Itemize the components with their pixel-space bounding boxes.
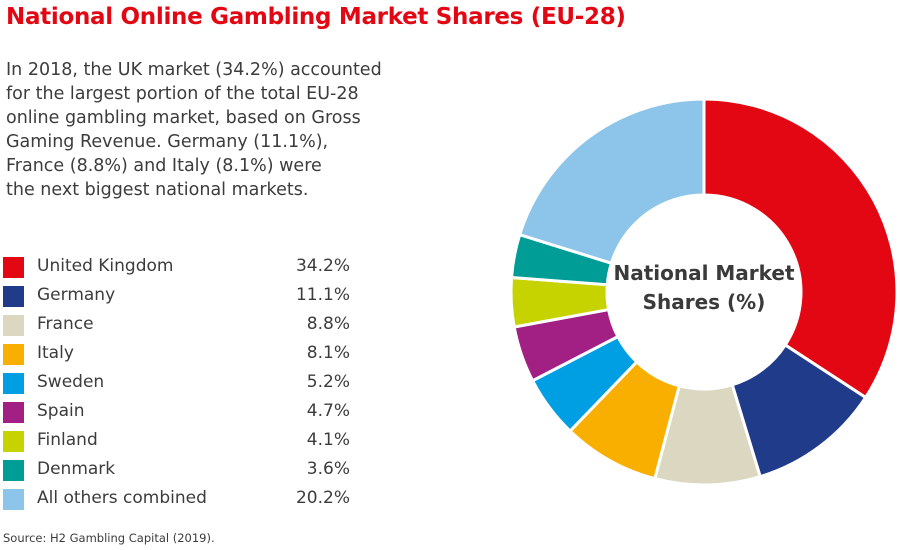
legend-value: 5.2% — [306, 372, 350, 392]
legend-label: Sweden — [37, 372, 105, 392]
chart-title: National Online Gambling Market Shares (… — [6, 4, 626, 30]
description-line: online gambling market, based on Gross — [6, 108, 361, 128]
legend-item: Finland 4.1% — [0, 428, 360, 457]
legend-value: 4.1% — [306, 430, 350, 450]
legend-swatch — [3, 402, 24, 423]
legend-swatch — [3, 344, 24, 365]
chart-legend: United Kingdom 34.2% Germany 11.1% France 8.8… — [0, 254, 360, 515]
legend-label: Spain — [37, 401, 85, 421]
description-line: Gaming Revenue. Germany (11.1%), — [6, 132, 329, 152]
legend-swatch — [3, 373, 24, 394]
legend-item: United Kingdom 34.2% — [0, 254, 360, 283]
legend-value: 34.2% — [295, 256, 350, 276]
legend-value: 4.7% — [306, 401, 350, 421]
legend-swatch — [3, 257, 24, 278]
description-line: for the largest portion of the total EU-… — [6, 84, 359, 104]
donut-slice-united-kingdom — [702, 97, 899, 400]
legend-item: Italy 8.1% — [0, 341, 360, 370]
legend-value: 8.1% — [306, 343, 350, 363]
source-note: Source: H2 Gambling Capital (2019). — [3, 531, 215, 545]
legend-label: Denmark — [37, 459, 116, 479]
legend-label: Finland — [37, 430, 98, 450]
legend-value: 8.8% — [306, 314, 350, 334]
legend-item: France 8.8% — [0, 312, 360, 341]
description-line: France (8.8%) and Italy (8.1%) were — [6, 156, 322, 176]
legend-value: 20.2% — [295, 488, 350, 508]
legend-label: France — [37, 314, 94, 334]
legend-label: United Kingdom — [37, 256, 174, 276]
legend-swatch — [3, 460, 24, 481]
legend-swatch — [3, 431, 24, 452]
center-label-line-1: National Market — [613, 261, 795, 285]
legend-value: 11.1% — [295, 285, 350, 305]
legend-item: Germany 11.1% — [0, 283, 360, 312]
legend-item: Sweden 5.2% — [0, 370, 360, 399]
chart-description: In 2018, the UK market (34.2%) accounted… — [6, 58, 382, 202]
legend-swatch — [3, 315, 24, 336]
donut-slices — [509, 97, 899, 487]
legend-item: Denmark 3.6% — [0, 457, 360, 486]
description-line: In 2018, the UK market (34.2%) accounted — [6, 60, 382, 80]
description-line: the next biggest national markets. — [6, 180, 309, 200]
legend-item: Spain 4.7% — [0, 399, 360, 428]
legend-swatch — [3, 286, 24, 307]
legend-item: All others combined 20.2% — [0, 486, 360, 515]
legend-label: Italy — [37, 343, 74, 363]
legend-value: 3.6% — [306, 459, 350, 479]
legend-label: Germany — [37, 285, 116, 305]
donut-slice-all-others-combined — [517, 97, 706, 266]
legend-swatch — [3, 489, 24, 510]
legend-label: All others combined — [37, 488, 207, 508]
center-label-line-2: Shares (%) — [643, 290, 766, 314]
